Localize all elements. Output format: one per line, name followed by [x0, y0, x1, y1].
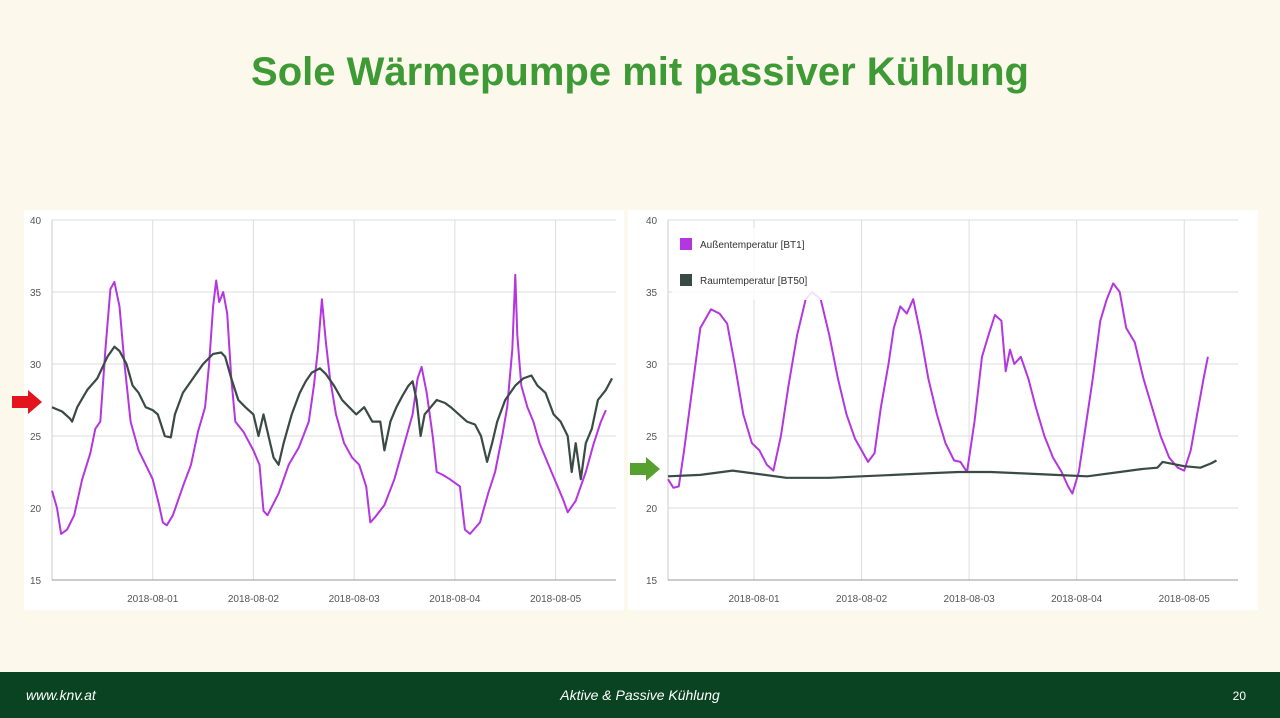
footer-bar: www.knv.at Aktive & Passive Kühlung 20: [0, 672, 1280, 718]
chart-0-series-outdoor: [51, 273, 607, 535]
chart-right-svg: 15 20 25 30 35 40 2018-08-01 2018-08-02 2018-08-…: [646, 216, 1238, 605]
chart-0-ytick-label: 35: [30, 288, 42, 299]
chart-1-ytick-label: 20: [646, 504, 658, 515]
chart-1-xtick-label: 2018-08-01: [728, 594, 780, 605]
green-arrow-icon: [630, 457, 660, 481]
chart-0-xtick-label: 2018-08-01: [127, 594, 179, 605]
chart-1-ytick-label: 15: [646, 576, 658, 587]
chart-1-legend-box: [672, 228, 830, 300]
chart-1-xtick-label: 2018-08-04: [1051, 594, 1103, 605]
chart-1-series-room: [667, 459, 1218, 479]
chart-1-series-outdoor: [667, 282, 1209, 495]
red-arrow-icon: [12, 390, 42, 414]
chart-1-legend-label-room: Raumtemperatur [BT50]: [700, 276, 807, 287]
chart-1-xtick-label: 2018-08-03: [944, 594, 996, 605]
chart-0-xtick-label: 2018-08-02: [228, 594, 280, 605]
chart-1-ytick-label: 25: [646, 432, 658, 443]
chart-1-xtick-label: 2018-08-05: [1159, 594, 1211, 605]
chart-0-ytick-label: 25: [30, 432, 42, 443]
chart-0-xtick-label: 2018-08-05: [530, 594, 582, 605]
chart-0-ytick-label: 40: [30, 216, 42, 227]
chart-1-ytick-label: 35: [646, 288, 658, 299]
chart-1-ytick-label: 30: [646, 360, 658, 371]
chart-0-ytick-label: 15: [30, 576, 42, 587]
chart-0-xtick-label: 2018-08-04: [429, 594, 481, 605]
chart-1-ytick-label: 40: [646, 216, 658, 227]
chart-1-legend-swatch-room: [680, 274, 692, 286]
chart-1-xtick-label: 2018-08-02: [836, 594, 888, 605]
page-number: 20: [1232, 689, 1246, 703]
chart-1-legend-label-outdoor: Außentemperatur [BT1]: [700, 240, 805, 251]
footer-center-text: Aktive & Passive Kühlung: [560, 687, 720, 703]
chart-1-legend-swatch-outdoor: [680, 238, 692, 250]
chart-left: 15 20 25 30 35 40 2018-08-01 2018-08-02 2018-08-…: [24, 210, 624, 610]
slide-title: Sole Wärmepumpe mit passiver Kühlung: [251, 50, 1029, 94]
chart-0-ytick-label: 20: [30, 504, 42, 515]
chart-0-ytick-label: 30: [30, 360, 42, 371]
chart-0-series-room: [51, 345, 613, 481]
chart-left-svg: 15 20 25 30 35 40 2018-08-01 2018-08-02 2018-08-…: [30, 216, 616, 605]
footer-url[interactable]: www.knv.at: [26, 687, 96, 703]
chart-0-xtick-label: 2018-08-03: [329, 594, 381, 605]
chart-right: 15 20 25 30 35 40 2018-08-01 2018-08-02 2018-08-…: [628, 210, 1258, 610]
